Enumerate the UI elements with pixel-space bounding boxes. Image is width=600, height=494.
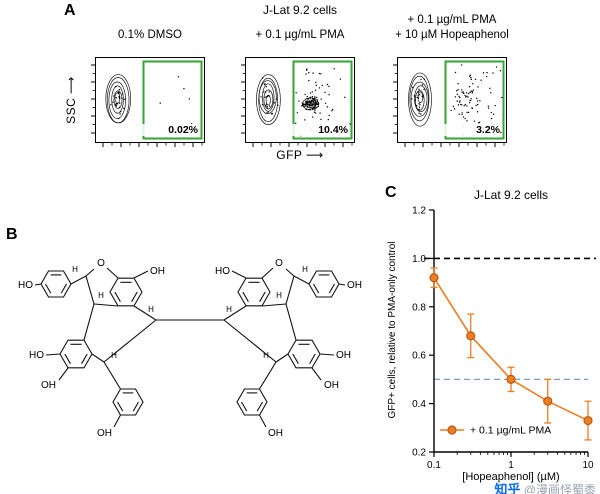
ssc-axis-arrow-icon: ⟶ bbox=[64, 76, 78, 94]
gfp-axis-text: GFP bbox=[276, 148, 303, 162]
gate-percent-dmso: 0.02% bbox=[138, 124, 198, 136]
flow-plot-pma-hopeaphenol bbox=[393, 57, 507, 147]
svg-text:1.0: 1.0 bbox=[412, 254, 426, 265]
svg-text:1.2: 1.2 bbox=[412, 206, 426, 217]
condition-pma: + 0.1 µg/mL PMA bbox=[255, 29, 345, 41]
svg-text:H: H bbox=[226, 305, 232, 314]
svg-text:H: H bbox=[98, 291, 104, 300]
svg-text:0.1: 0.1 bbox=[427, 460, 441, 471]
watermark-handle: @漫画怪蜀黍 bbox=[523, 483, 596, 494]
svg-text:OH: OH bbox=[324, 380, 339, 391]
chart-title: J-Lat 9.2 cells bbox=[473, 188, 549, 202]
svg-text:H: H bbox=[148, 305, 154, 314]
svg-text:0.6: 0.6 bbox=[412, 351, 426, 362]
zhihu-logo: 知乎 bbox=[494, 482, 521, 494]
svg-text:OH: OH bbox=[347, 280, 362, 291]
gate-percent-pma: 10.4% bbox=[288, 124, 348, 136]
dose-response-chart: 0.2 0.4 0.6 0.8 1.0 1.2 0.1 1 10 + 0.1 µg/mL PMA bbox=[412, 206, 596, 471]
svg-text:HO: HO bbox=[29, 350, 44, 361]
panel-a-label: A bbox=[64, 2, 76, 19]
gfp-axis-label: GFP ⟶ bbox=[245, 148, 355, 162]
svg-text:10: 10 bbox=[582, 460, 594, 471]
svg-text:H: H bbox=[111, 351, 117, 360]
flow-plot-dmso bbox=[91, 57, 205, 147]
panel-a-title: J-Lat 9.2 cells bbox=[262, 3, 338, 17]
svg-text:H: H bbox=[302, 265, 308, 274]
svg-text:O: O bbox=[97, 258, 105, 269]
watermark: 知乎 @漫画怪蜀黍 bbox=[494, 479, 596, 494]
svg-text:+ 0.1 µg/mL PMA: + 0.1 µg/mL PMA bbox=[470, 425, 551, 437]
svg-text:1: 1 bbox=[508, 460, 514, 471]
chart-y-axis-label: GFP+ cells, relative to PMA-only control bbox=[387, 241, 398, 419]
svg-text:OH: OH bbox=[41, 380, 56, 391]
gfp-axis-arrow-icon: ⟶ bbox=[306, 148, 324, 162]
ssc-axis-label: SSC ⟶ bbox=[64, 60, 80, 140]
ssc-axis-text: SSC bbox=[64, 97, 78, 124]
chart-x-axis-label: [Hopeaphenol] (µM) bbox=[462, 471, 560, 483]
svg-text:OH: OH bbox=[150, 266, 165, 277]
svg-text:O: O bbox=[275, 258, 283, 269]
svg-text:HO: HO bbox=[215, 266, 230, 277]
condition-dmso: 0.1% DMSO bbox=[118, 29, 182, 41]
panel-c-label: C bbox=[385, 184, 397, 201]
svg-text:0.8: 0.8 bbox=[412, 302, 426, 313]
svg-text:H: H bbox=[72, 265, 78, 274]
panel-b-label: B bbox=[6, 226, 18, 243]
svg-text:H: H bbox=[276, 291, 282, 300]
svg-text:H: H bbox=[263, 351, 269, 360]
condition-pma-hopeaphenol-line1: + 0.1 µg/mL PMA bbox=[407, 14, 497, 26]
svg-text:0.2: 0.2 bbox=[412, 448, 426, 459]
condition-pma-hopeaphenol-line2: + 10 µM Hopeaphenol bbox=[395, 29, 509, 41]
svg-text:0.4: 0.4 bbox=[412, 399, 426, 410]
svg-text:OH: OH bbox=[97, 428, 112, 439]
gate-percent-pma-hopeaphenol: 3.2% bbox=[440, 124, 500, 136]
svg-text:OH: OH bbox=[336, 350, 351, 361]
flow-plot-pma bbox=[241, 57, 355, 147]
svg-text:HO: HO bbox=[18, 280, 33, 291]
svg-text:OH: OH bbox=[268, 428, 283, 439]
